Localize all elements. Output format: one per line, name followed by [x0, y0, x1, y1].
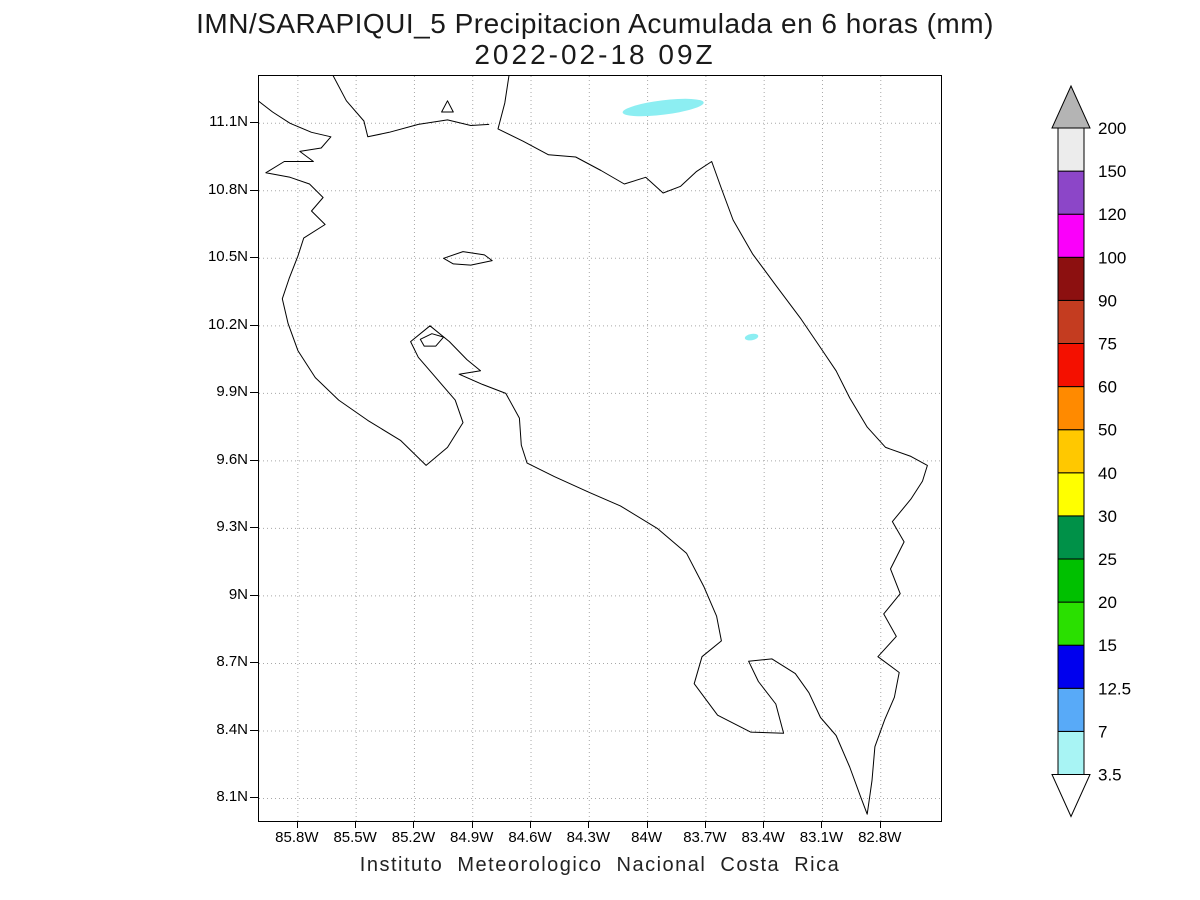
axis-tick-mark	[879, 821, 881, 828]
colorbar-tick-label: 20	[1098, 593, 1117, 612]
lon-tick-label: 84.3W	[566, 829, 610, 846]
source-caption: Instituto Meteorologico Nacional Costa R…	[359, 854, 841, 876]
lat-tick-label: 10.5N	[207, 248, 248, 266]
axis-tick-mark	[413, 821, 415, 828]
colorbar-segment	[1057, 213, 1085, 258]
coastline-path	[332, 76, 490, 138]
axis-tick-mark	[588, 821, 590, 828]
colorbar-tick-label: 150	[1098, 162, 1126, 181]
axis-tick-mark	[704, 821, 706, 828]
axis-tick-mark	[250, 257, 258, 259]
axis-tick-mark	[250, 392, 258, 394]
axis-tick-mark	[250, 662, 258, 664]
map-plot-svg	[259, 76, 941, 821]
colorbar-segment	[1057, 472, 1085, 517]
precip-patch	[622, 98, 704, 117]
lat-tick-label: 11.1N	[209, 113, 248, 131]
lon-tick-label: 83.7W	[683, 829, 727, 846]
colorbar-tick-label: 90	[1098, 291, 1117, 310]
colorbar-segment	[1057, 687, 1085, 732]
lat-tick-label: 9.6N	[216, 450, 248, 468]
coastline-path	[259, 76, 928, 815]
lon-tick-label: 83.1W	[799, 829, 844, 846]
colorbar-tick-label: 12.5	[1098, 679, 1131, 698]
axis-tick-mark	[763, 821, 765, 828]
lon-tick-label: 85.5W	[333, 829, 377, 846]
colorbar-segment	[1057, 429, 1085, 474]
colorbar-tick-label: 100	[1098, 248, 1126, 267]
colorbar-segment	[1057, 558, 1085, 603]
precip-patch	[744, 333, 759, 341]
axis-tick-mark	[471, 821, 473, 828]
lon-tick-label: 84W	[631, 829, 663, 846]
axis-tick-mark	[821, 821, 823, 828]
lat-tick-label: 9.3N	[216, 518, 248, 536]
colorbar-tick-label: 40	[1098, 464, 1117, 483]
colorbar-tick-label: 200	[1098, 119, 1126, 138]
axis-tick-mark	[250, 729, 258, 731]
axis-tick-mark	[250, 527, 258, 529]
island-outline	[443, 251, 493, 266]
colorbar-tick-label: 7	[1098, 722, 1107, 741]
colorbar: 3.5 7 12.5 15 20 25 30 40 50 60 75 90 100 120 150 200	[1051, 84, 1131, 818]
colorbar-segment	[1057, 343, 1085, 388]
colorbar-segment	[1057, 127, 1085, 172]
colorbar-tick-label: 50	[1098, 421, 1117, 440]
axis-tick-mark	[355, 821, 357, 828]
axis-tick-mark	[530, 821, 532, 828]
colorbar-tick-label: 3.5	[1098, 766, 1122, 785]
lat-tick-label: 9.9N	[216, 383, 248, 401]
colorbar-segment	[1057, 256, 1085, 301]
lon-tick-label: 82.8W	[858, 829, 902, 846]
colorbar-segment	[1057, 515, 1085, 560]
lat-tick-label: 8.1N	[216, 788, 248, 806]
colorbar-over-arrow	[1051, 84, 1091, 129]
lon-tick-label: 84.6W	[508, 829, 552, 846]
axis-tick-mark	[296, 821, 298, 828]
colorbar-tick-label: 60	[1098, 378, 1117, 397]
colorbar-tick-label: 15	[1098, 636, 1117, 655]
page-title-line2: 2022-02-18 09Z	[474, 39, 716, 70]
colorbar-segment	[1057, 644, 1085, 689]
map-frame	[258, 75, 942, 822]
lat-tick-label: 10.2N	[207, 315, 248, 333]
colorbar-segment	[1057, 386, 1085, 431]
colorbar-tick-label: 25	[1098, 550, 1117, 569]
axis-tick-mark	[250, 122, 258, 124]
colorbar-under-arrow	[1051, 774, 1091, 818]
lat-tick-label: 9N	[228, 585, 248, 603]
axis-tick-mark	[250, 797, 258, 799]
island-outline	[419, 333, 445, 347]
lat-tick-label: 8.7N	[216, 653, 248, 671]
colorbar-segment	[1057, 730, 1085, 776]
axis-tick-mark	[250, 459, 258, 461]
axis-tick-mark	[646, 821, 648, 828]
colorbar-tick-label: 120	[1098, 205, 1126, 224]
axis-tick-mark	[250, 324, 258, 326]
lat-tick-label: 10.8N	[207, 180, 248, 198]
colorbar-segment	[1057, 170, 1085, 215]
colorbar-tick-label: 75	[1098, 335, 1117, 354]
colorbar-segment	[1057, 299, 1085, 344]
lon-tick-label: 84.9W	[450, 829, 494, 846]
axis-tick-mark	[250, 594, 258, 596]
lon-tick-label: 83.4W	[741, 829, 785, 846]
lon-tick-label: 85.8W	[275, 829, 319, 846]
lon-tick-label: 85.2W	[391, 829, 436, 846]
colorbar-segment	[1057, 601, 1085, 646]
island-outline	[441, 100, 454, 113]
page-title-line1: IMN/SARAPIQUI_5 Precipitacion Acumulada …	[196, 8, 994, 39]
axis-tick-mark	[250, 189, 258, 191]
lat-tick-label: 8.4N	[216, 720, 248, 738]
colorbar-tick-label: 30	[1098, 507, 1117, 526]
